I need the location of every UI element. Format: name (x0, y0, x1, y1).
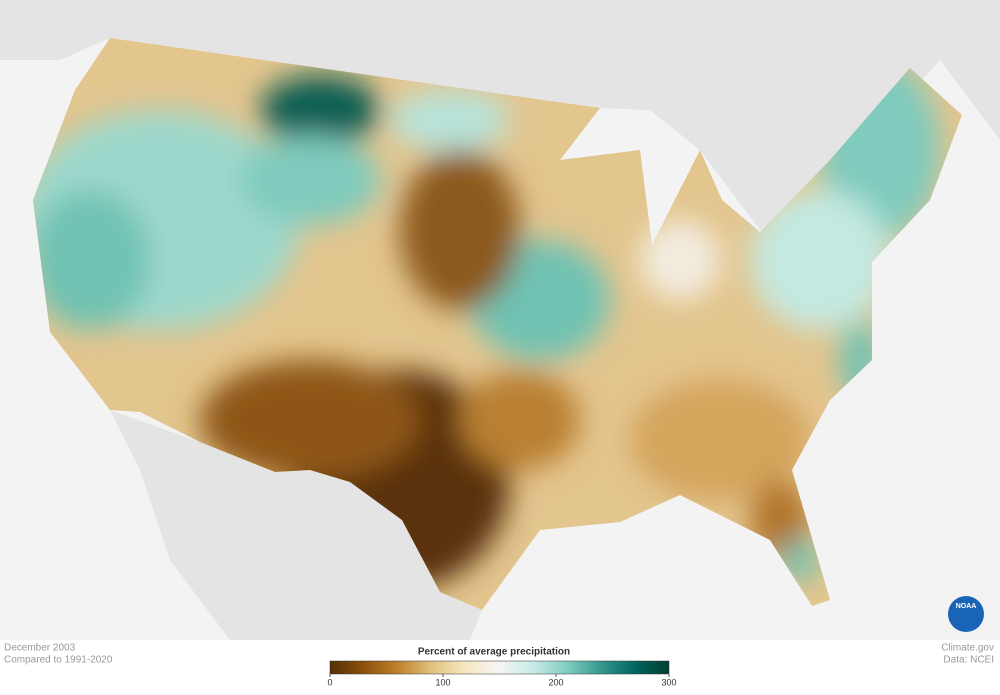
tick-label: 0 (327, 677, 332, 687)
tick-label: 300 (661, 677, 676, 687)
caption-date: December 2003 (4, 643, 76, 654)
legend-title: Percent of average precipitation (418, 647, 570, 658)
colorbar (329, 660, 670, 675)
tick-label: 100 (435, 677, 450, 687)
credit-source: Data: NCEI (943, 655, 994, 666)
tick-label: 200 (548, 677, 563, 687)
mexico (110, 410, 482, 640)
canada (0, 0, 1000, 230)
caption-baseline: Compared to 1991-2020 (4, 655, 113, 666)
credit-site: Climate.gov (941, 643, 994, 654)
logo (948, 596, 984, 632)
logo-text: NOAA (956, 603, 977, 610)
